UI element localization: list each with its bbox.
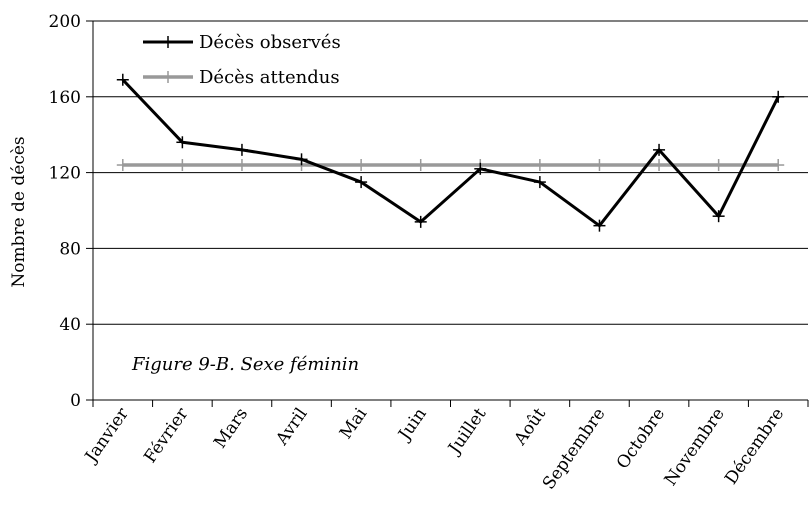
figure-caption: Figure 9-B. Sexe féminin <box>131 354 359 375</box>
x-tick-label: Juillet <box>444 404 491 459</box>
series-expected <box>116 159 785 172</box>
series-observed <box>116 73 785 232</box>
x-tick-label: Février <box>140 404 193 467</box>
x-tick-label: Mai <box>336 404 372 443</box>
gridlines <box>93 20 808 325</box>
y-tick-label: 120 <box>49 164 81 184</box>
series-lines <box>116 73 785 232</box>
series-line <box>121 78 780 228</box>
x-tick-label: Janvier <box>80 404 133 468</box>
x-tick-label: Octobre <box>613 404 669 472</box>
x-tick-label: Août <box>510 404 550 449</box>
x-tick-label: Septembre <box>539 404 610 493</box>
y-tick-label: 0 <box>70 391 81 411</box>
y-tick-label: 40 <box>59 315 81 335</box>
x-tick-label: Novembre <box>661 404 729 489</box>
x-tick-label: Mars <box>210 404 252 452</box>
legend-item: Décès observés <box>143 32 341 53</box>
y-tick-label: 160 <box>49 88 81 108</box>
x-tick-label: Juin <box>394 404 431 445</box>
y-axis-label: Nombre de décès <box>9 136 29 287</box>
x-tick-label: Avril <box>272 404 312 449</box>
legend-label: Décès observés <box>199 32 341 53</box>
legend-label: Décès attendus <box>199 67 340 88</box>
y-tick-label: 200 <box>49 12 81 32</box>
axes <box>86 20 809 407</box>
x-tick-labels: Janvier Février Mars Avril Mai Juin Juillet Aoû… <box>80 404 788 494</box>
legend: Décès observés Décès attendus <box>143 32 341 88</box>
y-tick-label: 80 <box>59 239 81 259</box>
legend-item: Décès attendus <box>143 67 340 88</box>
y-tick-labels: 0 40 80 120 160 200 <box>49 12 81 411</box>
x-tick-label: Décembre <box>721 404 788 488</box>
